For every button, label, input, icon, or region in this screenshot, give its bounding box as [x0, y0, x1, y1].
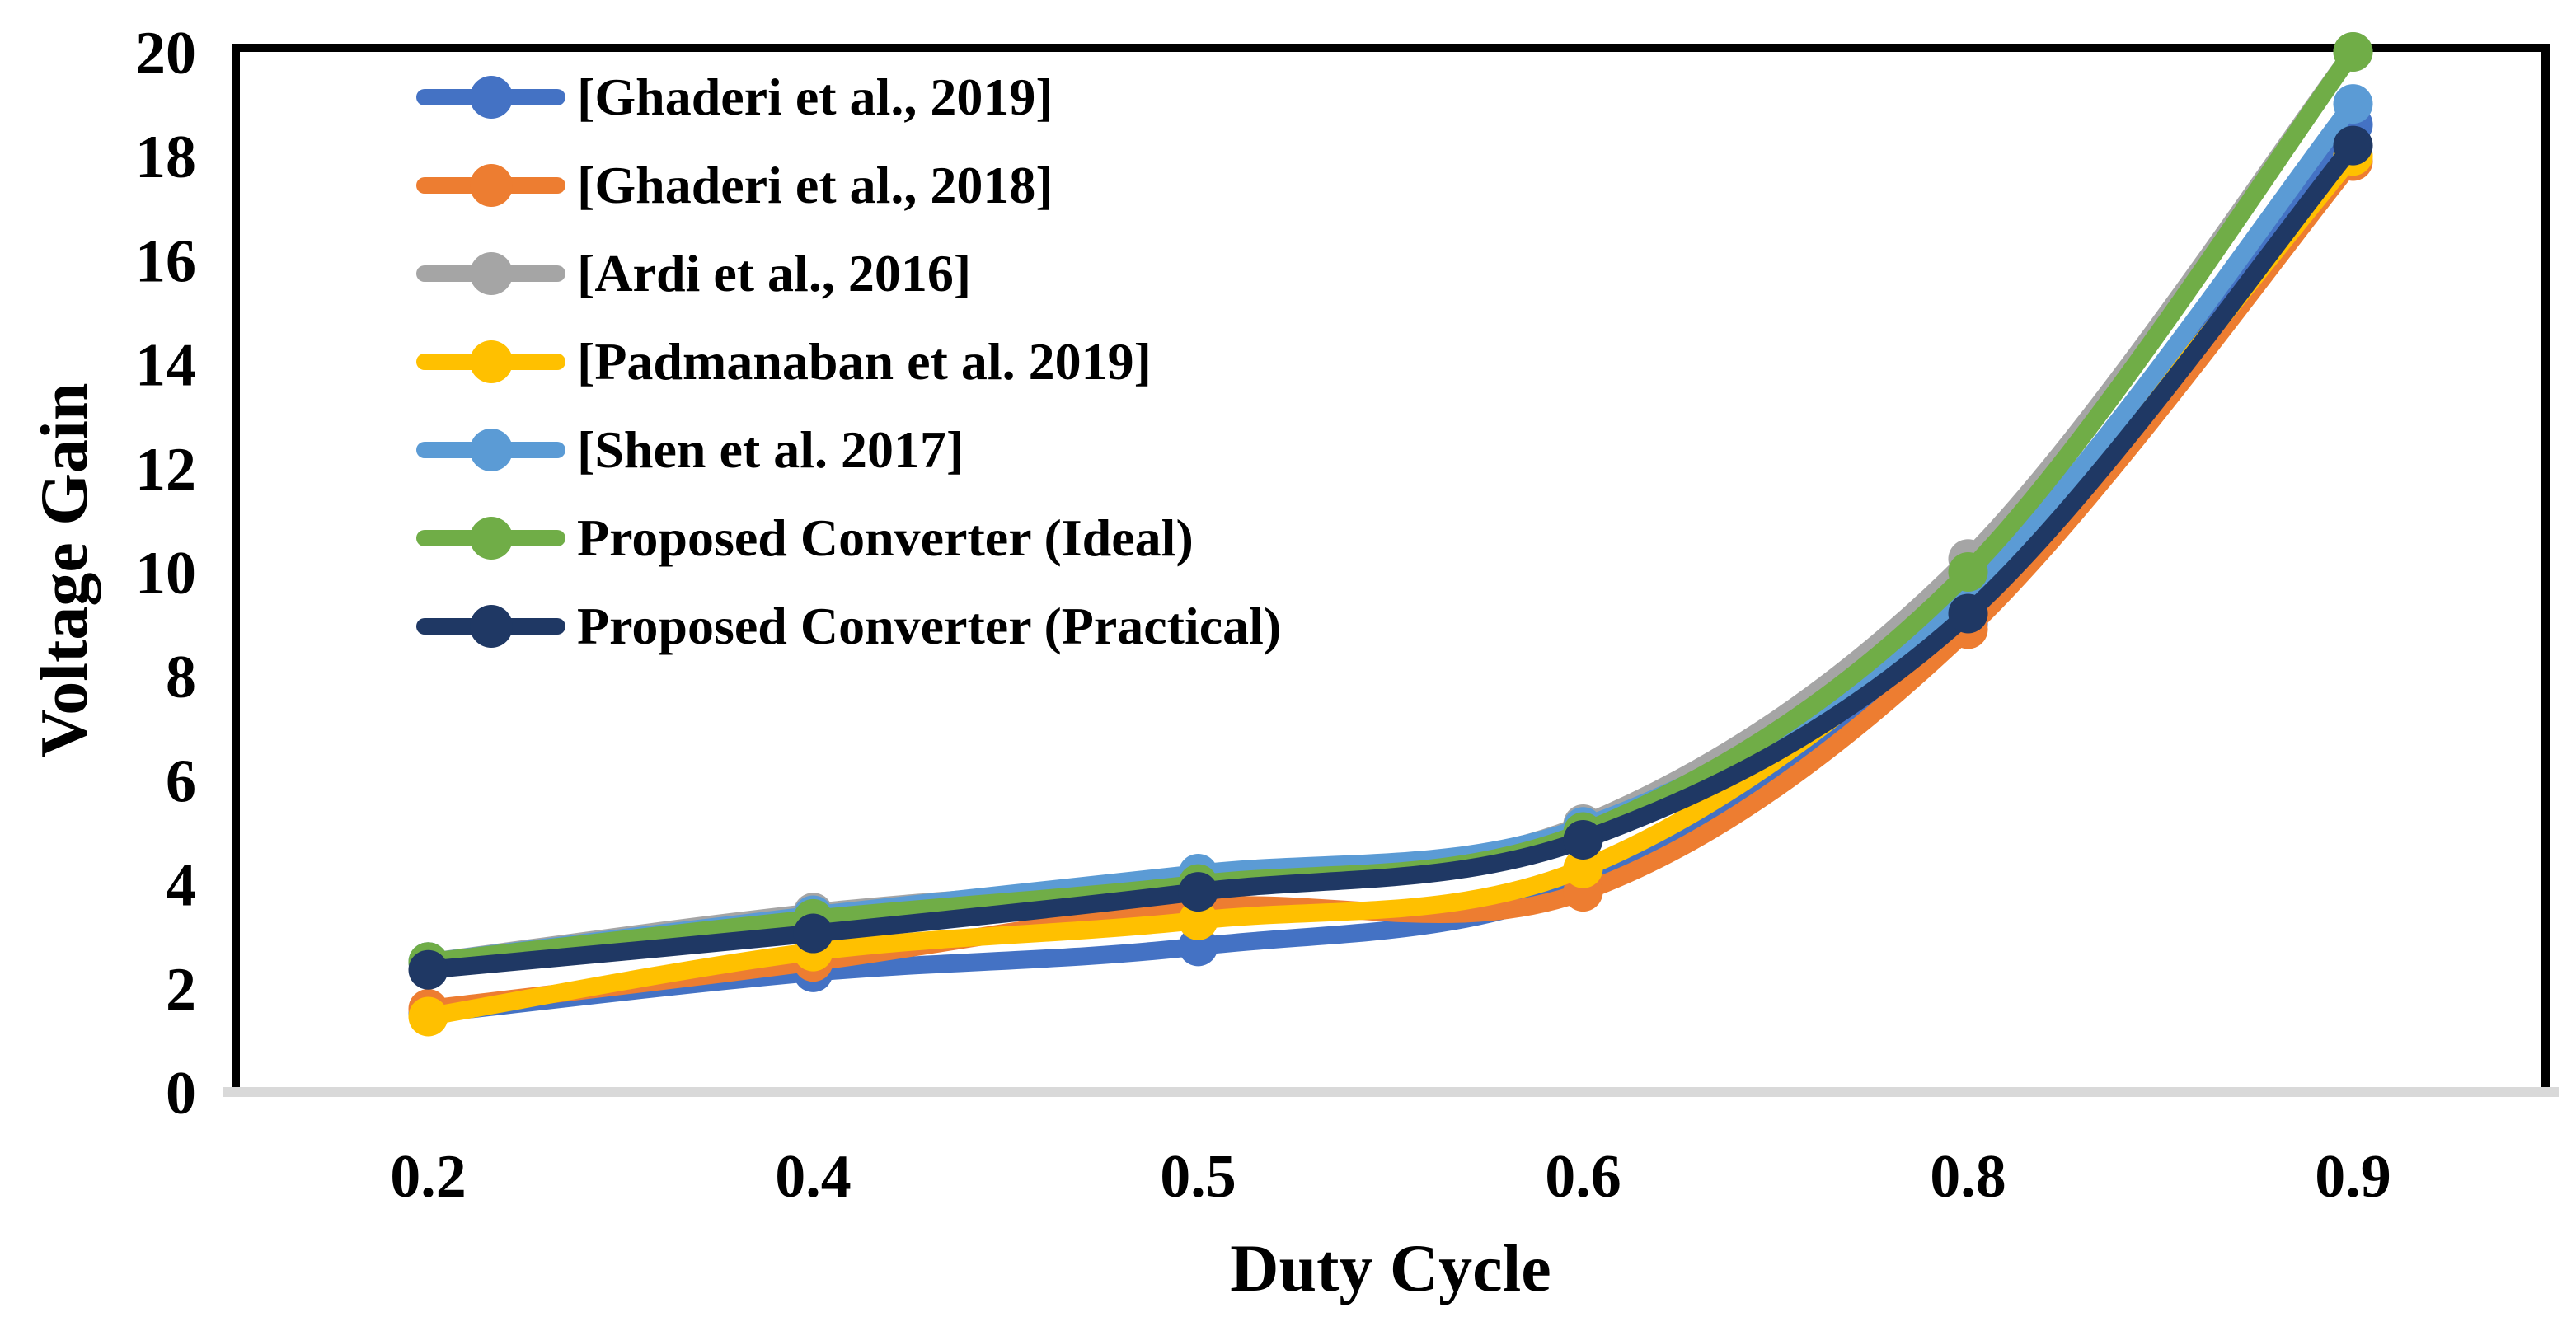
series-marker-6-1 — [793, 913, 833, 954]
series-marker-6-2 — [1178, 872, 1218, 912]
legend-label: [Ghaderi et al., 2018] — [577, 155, 1053, 214]
legend-line-marker-icon — [416, 604, 565, 648]
legend-label: [Shen et al. 2017] — [577, 419, 964, 479]
legend-item-0: [Ghaderi et al., 2019] — [416, 53, 1281, 141]
y-tick-label: 8 — [166, 644, 196, 711]
legend-label: Proposed Converter (Ideal) — [577, 508, 1194, 567]
series-marker-3-3 — [1563, 848, 1603, 888]
x-axis-title: Duty Cycle — [1230, 1230, 1551, 1305]
series-marker-6-3 — [1563, 819, 1603, 860]
legend-label: [Ghaderi et al., 2019] — [577, 67, 1053, 126]
series-marker-4-5 — [2333, 84, 2373, 124]
y-tick-label: 0 — [166, 1060, 196, 1127]
x-tick-label: 0.2 — [390, 1143, 467, 1211]
legend-line-marker-icon — [416, 75, 565, 119]
legend-label: [Padmanaban et al. 2019] — [577, 331, 1152, 391]
x-tick-label: 0.5 — [1160, 1143, 1236, 1211]
y-tick-label: 4 — [166, 852, 196, 920]
y-tick-label: 6 — [166, 748, 196, 815]
y-tick-label: 16 — [135, 227, 196, 295]
series-marker-6-5 — [2333, 125, 2373, 166]
legend-line-marker-icon — [416, 340, 565, 383]
x-tick-label: 0.6 — [1545, 1143, 1621, 1211]
y-tick-label: 12 — [135, 436, 196, 504]
legend-dot-icon — [469, 163, 513, 207]
series-marker-5-4 — [1948, 552, 1988, 592]
y-tick-label: 18 — [135, 124, 196, 191]
legend-item-4: [Shen et al. 2017] — [416, 405, 1281, 494]
legend-item-5: Proposed Converter (Ideal) — [416, 494, 1281, 582]
series-marker-3-0 — [408, 996, 448, 1037]
y-axis-title: Voltage Gain — [26, 382, 101, 758]
legend-item-6: Proposed Converter (Practical) — [416, 582, 1281, 670]
legend-item-1: [Ghaderi et al., 2018] — [416, 141, 1281, 229]
legend-item-2: [Ardi et al., 2016] — [416, 229, 1281, 317]
x-tick-label: 0.9 — [2315, 1143, 2391, 1211]
series-marker-6-4 — [1948, 593, 1988, 634]
legend-label: Proposed Converter (Practical) — [577, 596, 1282, 655]
legend-line-marker-icon — [416, 163, 565, 207]
legend-dot-icon — [469, 516, 513, 560]
legend-line-marker-icon — [416, 516, 565, 560]
series-marker-6-0 — [408, 949, 448, 990]
legend-item-3: [Padmanaban et al. 2019] — [416, 317, 1281, 405]
y-tick-label: 14 — [135, 332, 196, 400]
legend-dot-icon — [469, 251, 513, 295]
x-tick-label: 0.8 — [1930, 1143, 2006, 1211]
legend-line-marker-icon — [416, 428, 565, 471]
x-tick-label: 0.4 — [775, 1143, 852, 1211]
legend-label: [Ardi et al., 2016] — [577, 243, 972, 302]
chart-legend: [Ghaderi et al., 2019] [Ghaderi et al., 2… — [416, 53, 1281, 670]
legend-dot-icon — [469, 428, 513, 471]
y-tick-label: 2 — [166, 956, 196, 1024]
legend-dot-icon — [469, 75, 513, 119]
legend-line-marker-icon — [416, 251, 565, 295]
y-tick-label: 20 — [135, 20, 196, 87]
legend-dot-icon — [469, 604, 513, 648]
series-marker-5-5 — [2333, 32, 2373, 72]
y-tick-label: 10 — [135, 540, 196, 607]
legend-dot-icon — [469, 340, 513, 383]
series-line-6 — [419, 136, 2363, 979]
series-marker-3-2 — [1178, 900, 1218, 940]
